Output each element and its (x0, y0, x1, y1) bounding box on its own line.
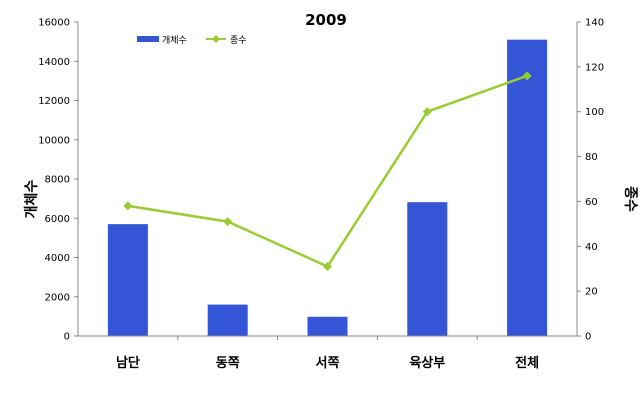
right-tick-label: 120 (585, 62, 604, 73)
category-label: 전체 (515, 355, 539, 371)
bar (307, 316, 348, 336)
right-tick-label: 20 (585, 287, 598, 298)
right-tick-label: 100 (585, 107, 604, 118)
species-line (127, 74, 528, 269)
line-series (123, 71, 532, 271)
chart-title: 2009 (305, 11, 347, 29)
left-tick-label: 6000 (45, 214, 70, 225)
right-axis-ticks: 0 20 40 60 80 100 120 140 (577, 18, 604, 343)
right-tick-label: 80 (585, 152, 598, 163)
line-point (522, 71, 532, 81)
line-point (323, 261, 332, 271)
line-point (123, 201, 133, 211)
category-label: 육상부 (409, 355, 445, 371)
bar (407, 202, 448, 336)
left-tick-label: 16000 (38, 18, 70, 29)
left-tick-label: 12000 (38, 96, 70, 107)
category-label: 남단 (116, 355, 140, 371)
bar (507, 39, 548, 336)
right-tick-label: 60 (585, 197, 598, 208)
y-axis-label-left: 개체수 (24, 180, 40, 219)
legend-marker-species (212, 35, 220, 43)
right-tick-label: 0 (585, 332, 591, 343)
line-point (223, 217, 233, 227)
legend-label-species: 종수 (230, 35, 247, 46)
line-point (422, 107, 432, 117)
left-tick-label: 2000 (45, 292, 70, 303)
right-tick-label: 140 (585, 18, 604, 29)
left-tick-label: 4000 (45, 253, 70, 264)
bar (207, 304, 248, 336)
left-tick-label: 0 (64, 332, 70, 343)
category-label: 서쪽 (316, 356, 340, 371)
left-tick-label: 14000 (38, 57, 70, 68)
legend: 개체수 종수 (137, 35, 247, 46)
left-tick-label: 8000 (45, 175, 70, 186)
left-axis-ticks: 0 2000 4000 6000 8000 10000 12000 14000 16000 (38, 18, 78, 343)
legend-swatch-count (137, 36, 159, 42)
bar (107, 224, 148, 336)
right-tick-label: 40 (585, 242, 598, 253)
category-label: 동쪽 (216, 356, 240, 371)
bar-series (107, 39, 548, 336)
left-tick-label: 10000 (38, 135, 70, 146)
legend-label-count: 개체수 (162, 35, 187, 46)
y-axis-label-right: 종수 (622, 186, 638, 212)
category-labels: 남단 동쪽 서쪽 육상부 전체 (116, 336, 539, 371)
